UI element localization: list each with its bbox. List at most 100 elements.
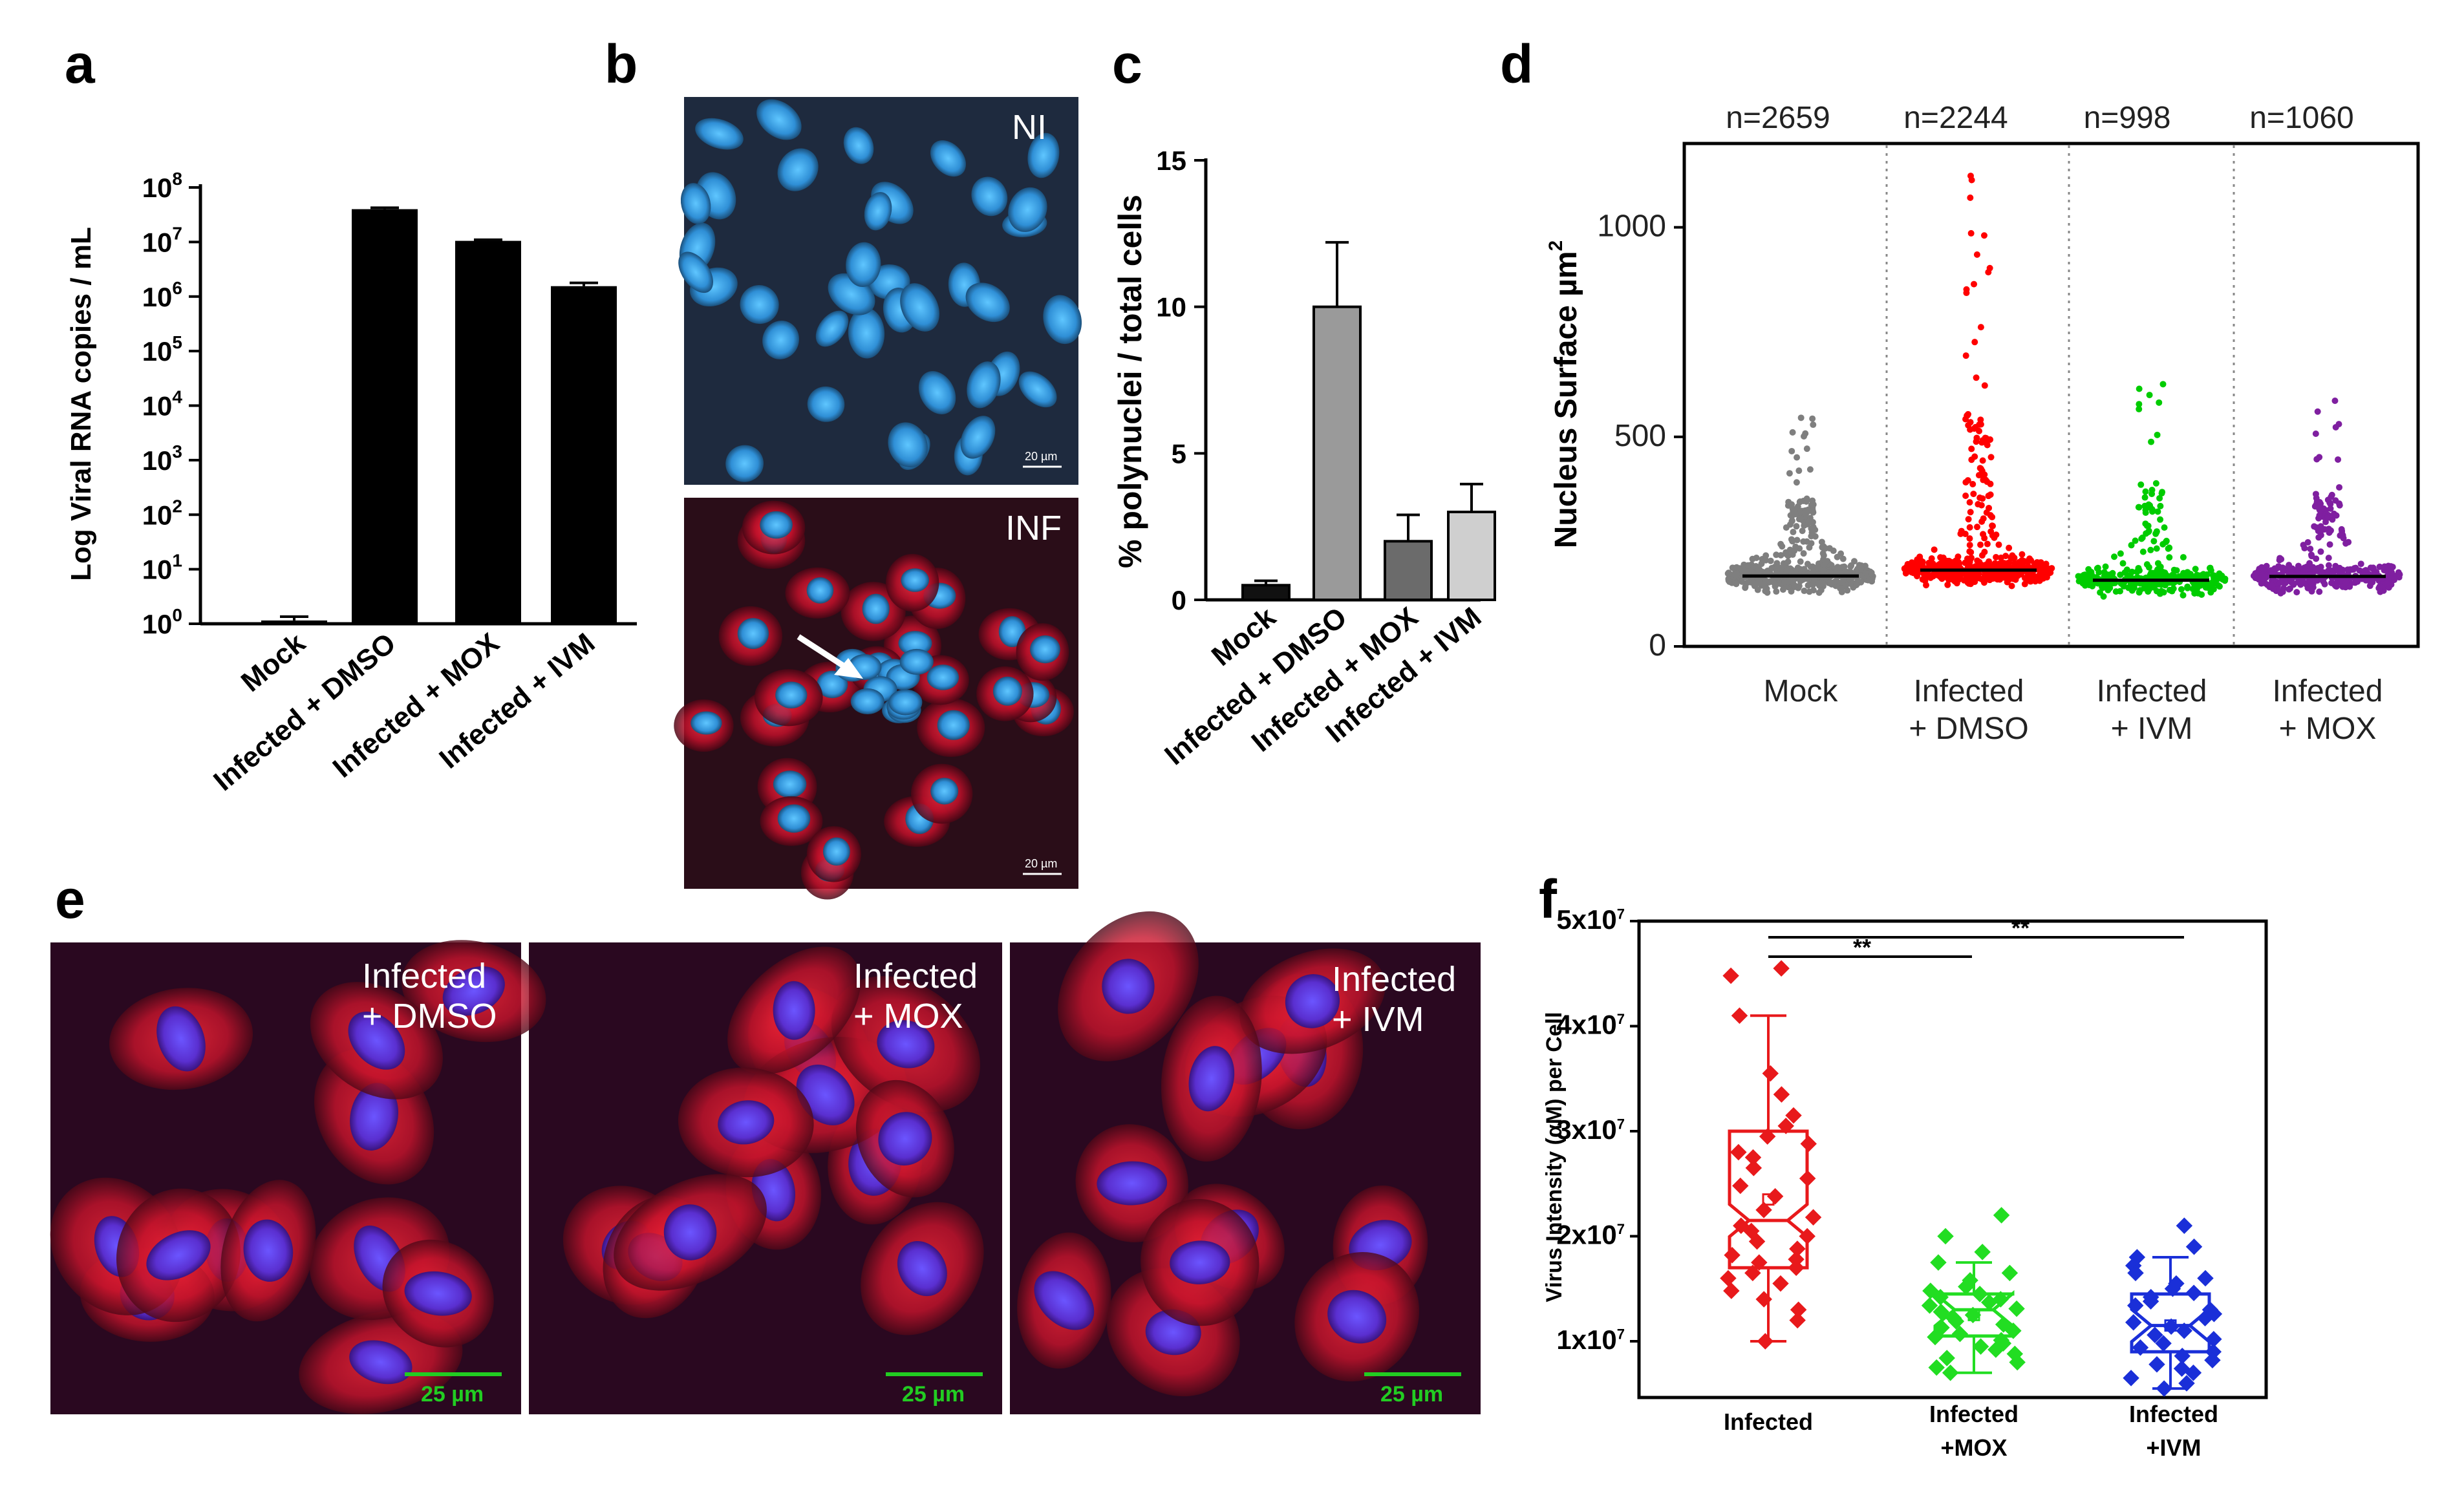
chart-d-point	[2376, 563, 2383, 570]
chart-d-point	[2138, 535, 2145, 542]
chart-f-point	[1800, 1135, 1817, 1153]
chart-d-point	[2312, 430, 2319, 437]
chart-a-y-tick-label-base: 10	[142, 445, 173, 476]
chart-d-point	[1975, 427, 1982, 434]
chart-d-point	[1810, 421, 1817, 429]
chart-d-point	[2389, 564, 2396, 571]
chart-d-point	[2134, 568, 2141, 575]
chart-f-point	[2005, 1323, 2022, 1339]
chart-d-point	[1811, 576, 1818, 583]
chart-d-point	[1944, 581, 1951, 588]
chart-d-point	[1987, 480, 1994, 487]
chart-d-y-label-main: Nucleus Surface µm	[1549, 251, 1583, 548]
chart-d-point	[2008, 573, 2015, 580]
chart-a-y-tick-label: 103	[142, 441, 182, 476]
chart-d-point	[1963, 290, 1970, 297]
chart-d-point	[1865, 577, 1872, 584]
chart-d-point	[2152, 480, 2159, 487]
chart-d-point	[2346, 583, 2353, 590]
nucleus-purple	[156, 1006, 206, 1072]
chart-d-point	[1804, 560, 1811, 568]
chart-d-point	[1803, 445, 1810, 452]
chart-d-point	[1777, 540, 1784, 547]
chart-d-point	[1770, 579, 1777, 586]
chart-d-point	[2136, 385, 2143, 392]
chart-d-x-label: Infected	[2097, 674, 2207, 708]
chart-d-point	[2152, 530, 2159, 537]
chart-d-point	[2170, 585, 2177, 592]
chart-d-point	[1964, 477, 1971, 484]
chart-d-point	[1986, 264, 1993, 271]
chart-d-point	[2021, 580, 2028, 588]
chart-d-point	[1764, 589, 1771, 596]
chart-d-point	[2306, 577, 2313, 584]
chart-d-point	[1790, 529, 1797, 536]
chart-d-point	[1806, 466, 1814, 473]
chart-d-point	[1979, 457, 1986, 464]
chart-d-point	[1773, 551, 1780, 558]
chart-d-point	[1724, 570, 1731, 577]
panel-label-f: f	[1539, 869, 1558, 930]
chart-d-point	[1754, 586, 1761, 593]
chart-d-point	[1787, 512, 1794, 519]
chart-d-point	[2088, 569, 2095, 576]
chart-d-point	[1902, 566, 1909, 573]
nucleus-purple	[897, 1240, 947, 1297]
chart-d-point	[2327, 527, 2334, 534]
panel-label-b: b	[605, 34, 637, 94]
chart-d-point	[2317, 548, 2324, 555]
chart-d-point	[1962, 492, 1969, 499]
chart-c-bar	[1447, 511, 1496, 601]
chart-d-x-label: + MOX	[2279, 712, 2377, 746]
chart-d-point	[2180, 554, 2187, 561]
nucleus-blue	[1043, 295, 1082, 345]
chart-d-point	[2184, 584, 2191, 591]
chart-d-point	[2148, 438, 2155, 445]
chart-d-point	[1973, 438, 1980, 445]
chart-d-point	[2326, 499, 2333, 506]
chart-f-point	[1732, 1177, 1749, 1195]
chart-d-point	[2081, 571, 2088, 579]
nucleus-purple	[1102, 959, 1155, 1014]
chart-f-y-tick-label-base: 4x10	[1556, 1010, 1616, 1040]
chart-d-point	[1839, 564, 1846, 571]
chart-c-y-tick-label: 0	[1172, 585, 1186, 615]
chart-d-point	[2316, 454, 2323, 461]
chart-d-point	[1795, 467, 1803, 474]
chart-d-point	[2357, 560, 2364, 568]
chart-d-point	[1987, 454, 1995, 461]
chart-d-point	[2037, 564, 2044, 571]
chart-d-point	[1990, 571, 1997, 578]
chart-d-point	[1788, 501, 1795, 508]
chart-d-point	[2315, 504, 2322, 511]
chart-d-point	[1966, 524, 1973, 531]
chart-f-point	[1723, 1282, 1740, 1299]
nucleus-blue	[1008, 187, 1047, 232]
chart-a-y-tick-label: 101	[142, 551, 182, 585]
nucleus-blue	[848, 307, 885, 359]
chart-d-point	[2146, 392, 2153, 399]
chart-c-y-label: % polynuclei / total cells	[1112, 195, 1148, 568]
chart-d-point	[2222, 577, 2229, 584]
chart-d-point	[2008, 582, 2015, 590]
chart-d-point	[2218, 572, 2225, 579]
chart-f-point	[2148, 1356, 2165, 1373]
chart-d-point	[1777, 551, 1784, 558]
chart-d-point	[2340, 535, 2347, 542]
nucleus-blue	[817, 670, 848, 699]
chart-f-point	[1942, 1365, 1959, 1381]
chart-d-point	[2290, 580, 2297, 587]
chart-d-point	[1744, 562, 1752, 569]
chart-d-point	[1973, 374, 1980, 381]
nucleus-purple	[663, 1204, 717, 1260]
chart-d-point	[2157, 502, 2164, 509]
chart-d-point	[1801, 588, 1808, 595]
chart-d-point	[2102, 563, 2109, 570]
chart-d-point	[1820, 543, 1827, 550]
chart-d-x-label: + IVM	[2111, 712, 2193, 746]
chart-d-point	[1987, 491, 1994, 498]
nucleus-purple	[1034, 1271, 1095, 1330]
chart-d-point	[1788, 517, 1795, 524]
chart-d-point	[2320, 505, 2328, 512]
chart-d-y-label: Nucleus Surface µm2	[1545, 240, 1583, 549]
